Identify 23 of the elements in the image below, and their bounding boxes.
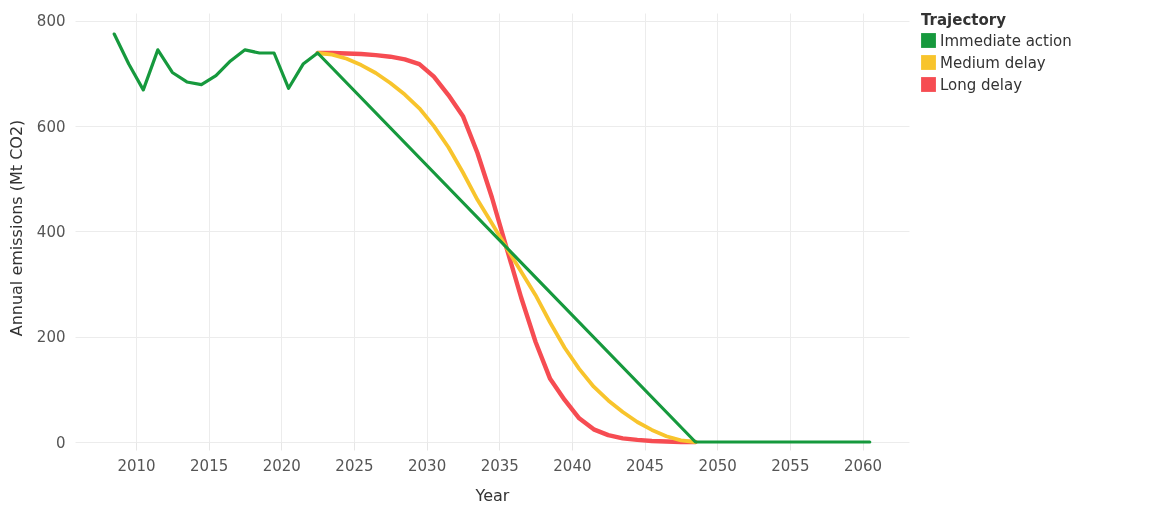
x-tick-label: 2035 xyxy=(480,456,519,475)
y-tick-label: 600 xyxy=(36,117,66,136)
legend-label: Medium delay xyxy=(940,53,1046,72)
x-tick-label: 2040 xyxy=(553,456,592,475)
x-tick-label: 2020 xyxy=(262,456,301,475)
legend-title: Trajectory xyxy=(921,11,1007,29)
y-tick-label: 400 xyxy=(36,222,66,241)
y-tick-label: 0 xyxy=(55,433,66,452)
x-tick-label: 2045 xyxy=(625,456,665,475)
y-tick-label: 800 xyxy=(36,12,66,31)
x-tick-label: 2030 xyxy=(408,456,447,475)
x-tick-label: 2055 xyxy=(771,456,810,475)
x-tick-label: 2060 xyxy=(843,456,883,475)
y-tick-label: 200 xyxy=(36,328,66,347)
x-tick-label: 2015 xyxy=(190,456,229,475)
legend-label: Immediate action xyxy=(940,31,1072,50)
x-tick-label: 2050 xyxy=(698,456,737,475)
x-tick-label: 2025 xyxy=(335,456,374,475)
y-axis-title: Annual emissions (Mt CO2) xyxy=(6,119,26,337)
line-series xyxy=(112,32,872,444)
x-axis-title: Year xyxy=(474,485,510,505)
legend-label: Long delay xyxy=(940,75,1023,94)
x-tick-label: 2010 xyxy=(117,456,156,475)
